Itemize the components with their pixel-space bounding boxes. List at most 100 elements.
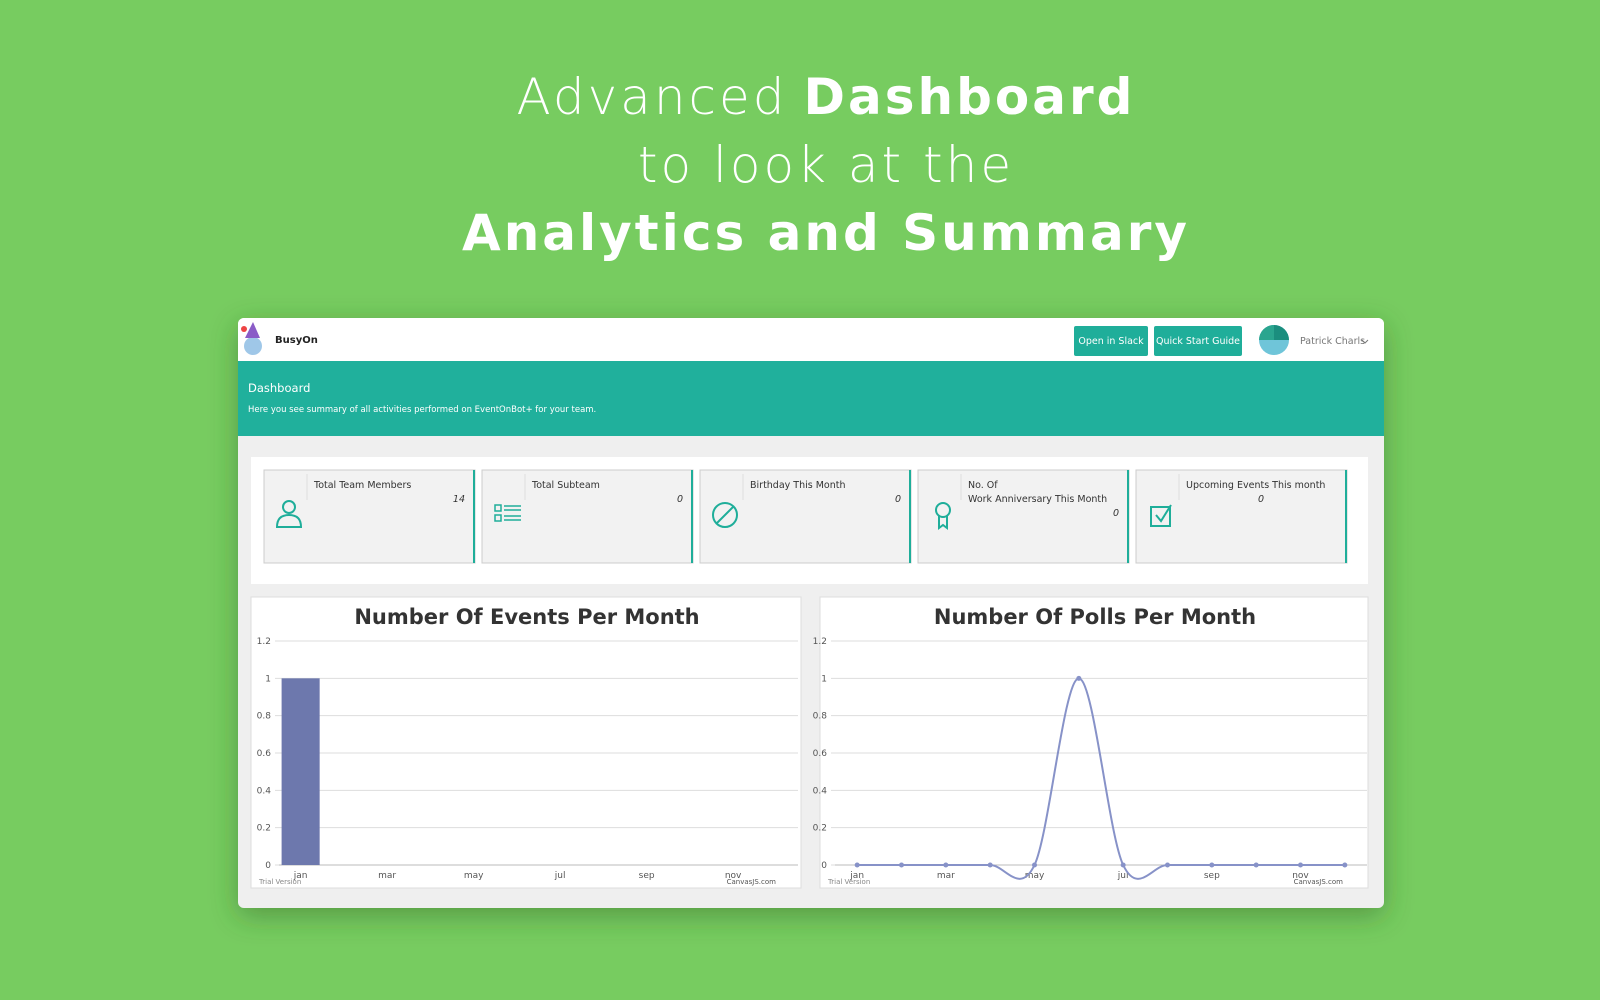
- point: [1120, 862, 1126, 868]
- y-tick-label: 0: [821, 861, 827, 871]
- point: [943, 862, 949, 868]
- stat-card-accent: [473, 470, 475, 563]
- y-tick-label: 0.2: [813, 824, 827, 834]
- stat-label: Birthday This Month: [750, 480, 846, 491]
- brand: BusyOn: [275, 335, 318, 346]
- point: [1342, 862, 1348, 868]
- watermark: Trial Version: [827, 878, 870, 886]
- point: [899, 862, 904, 868]
- y-tick-label: 0.4: [257, 786, 272, 796]
- icon: [494, 504, 502, 512]
- y-tick-label: 1: [821, 674, 827, 684]
- icon: [1150, 506, 1171, 527]
- y-tick-label: 1.2: [257, 637, 271, 647]
- x-tick-label: sep: [1204, 871, 1220, 881]
- x-tick-label: jul: [554, 871, 566, 881]
- y-tick-label: 1.2: [813, 637, 827, 647]
- y-tick-label: 0.6: [257, 749, 272, 759]
- x-tick-label: jan: [849, 871, 864, 881]
- stat-label: Upcoming Events This month: [1186, 480, 1325, 491]
- user-name[interactable]: Patrick Charls: [1300, 336, 1365, 347]
- bar: [281, 678, 320, 865]
- stat-card: [1135, 469, 1348, 564]
- stat-card: [917, 469, 1130, 564]
- button[interactable]: [1074, 326, 1148, 356]
- x-tick-label: mar: [378, 871, 396, 881]
- icon: [716, 506, 734, 524]
- stat-value: 14: [453, 494, 465, 505]
- icon: [1155, 504, 1172, 523]
- chart-title: Number Of Events Per Month: [354, 605, 699, 629]
- button[interactable]: [1154, 326, 1242, 356]
- avatar-slice[interactable]: [1274, 325, 1289, 340]
- button-label[interactable]: Quick Start Guide: [1156, 336, 1240, 347]
- stat-label: No. Of: [968, 480, 998, 491]
- y-tick-label: 0: [265, 861, 271, 871]
- point: [1076, 675, 1082, 681]
- icon: [938, 516, 948, 530]
- stat-card: [263, 469, 476, 564]
- button-label[interactable]: Open in Slack: [1078, 336, 1144, 347]
- stat-value: 0: [677, 494, 683, 505]
- point: [987, 862, 993, 868]
- banner: [238, 361, 1384, 436]
- x-tick-label: jul: [1117, 871, 1129, 881]
- chart: Number Of Polls Per Month 0 0.2 0.4 0.6 0.8 1 1…: [813, 605, 1367, 886]
- headline-word: Dashboard: [804, 68, 1136, 126]
- stat-label: Total Subteam: [531, 480, 600, 491]
- stat-card-accent: [1345, 470, 1347, 563]
- watermark: Trial Version: [258, 878, 301, 886]
- y-tick-label: 0.8: [257, 712, 272, 722]
- point: [1165, 862, 1170, 868]
- dropdown-caret[interactable]: [1361, 339, 1369, 344]
- y-tick-label: 0.8: [813, 712, 828, 722]
- chart-panel: [250, 596, 802, 889]
- stat-label: Total Team Members: [313, 480, 411, 491]
- stat-value: 0: [1113, 508, 1119, 519]
- stat-card-accent: [691, 470, 693, 563]
- headline-word: Advanced: [517, 68, 788, 126]
- stat-card: [699, 469, 912, 564]
- stat-value: 0: [895, 494, 901, 505]
- y-tick-label: 1: [265, 674, 271, 684]
- logo-body: [244, 337, 262, 355]
- banner-subtitle: Here you see summary of all activities p…: [248, 405, 596, 415]
- x-tick-label: may: [464, 871, 484, 881]
- logo-balloon: [241, 326, 247, 332]
- icon: [712, 502, 738, 528]
- icon: [275, 513, 303, 528]
- point: [1209, 862, 1215, 868]
- headline-1: Advanced Dashboard: [517, 68, 1136, 126]
- stat-label: Work Anniversary This Month: [968, 494, 1107, 505]
- stat-value: 0: [1258, 494, 1264, 505]
- y-tick-label: 0.2: [257, 824, 271, 834]
- charts: Number Of Events Per Month 0 0.2 0.4 0.6 0.8 1…: [257, 605, 1367, 886]
- y-tick-label: 0.6: [813, 749, 828, 759]
- x-tick-label: jan: [293, 871, 308, 881]
- credit: CanvasJS.com: [727, 878, 777, 886]
- chart-panel: [819, 596, 1369, 889]
- x-tick-label: mar: [937, 871, 955, 881]
- x-tick-label: nov: [725, 871, 742, 881]
- avatar[interactable]: [1259, 325, 1289, 355]
- x-tick-label: nov: [1292, 871, 1309, 881]
- point: [1253, 862, 1259, 868]
- point: [1298, 862, 1303, 868]
- stat-card-accent: [909, 470, 911, 563]
- y-tick-label: 0.4: [813, 786, 828, 796]
- x-tick-label: sep: [639, 871, 655, 881]
- point: [1032, 862, 1037, 868]
- banner-title: Dashboard: [248, 381, 310, 395]
- icon: [494, 514, 502, 522]
- stat-card-accent: [1127, 470, 1129, 563]
- icon: [282, 500, 296, 514]
- avatar-slice[interactable]: [1259, 325, 1274, 340]
- chart-title: Number Of Polls Per Month: [934, 605, 1256, 629]
- icon: [935, 502, 951, 518]
- headline-2: to look at the: [638, 136, 1014, 194]
- x-tick-label: may: [1025, 871, 1045, 881]
- point: [854, 862, 860, 868]
- chart: Number Of Events Per Month 0 0.2 0.4 0.6 0.8 1…: [257, 605, 798, 886]
